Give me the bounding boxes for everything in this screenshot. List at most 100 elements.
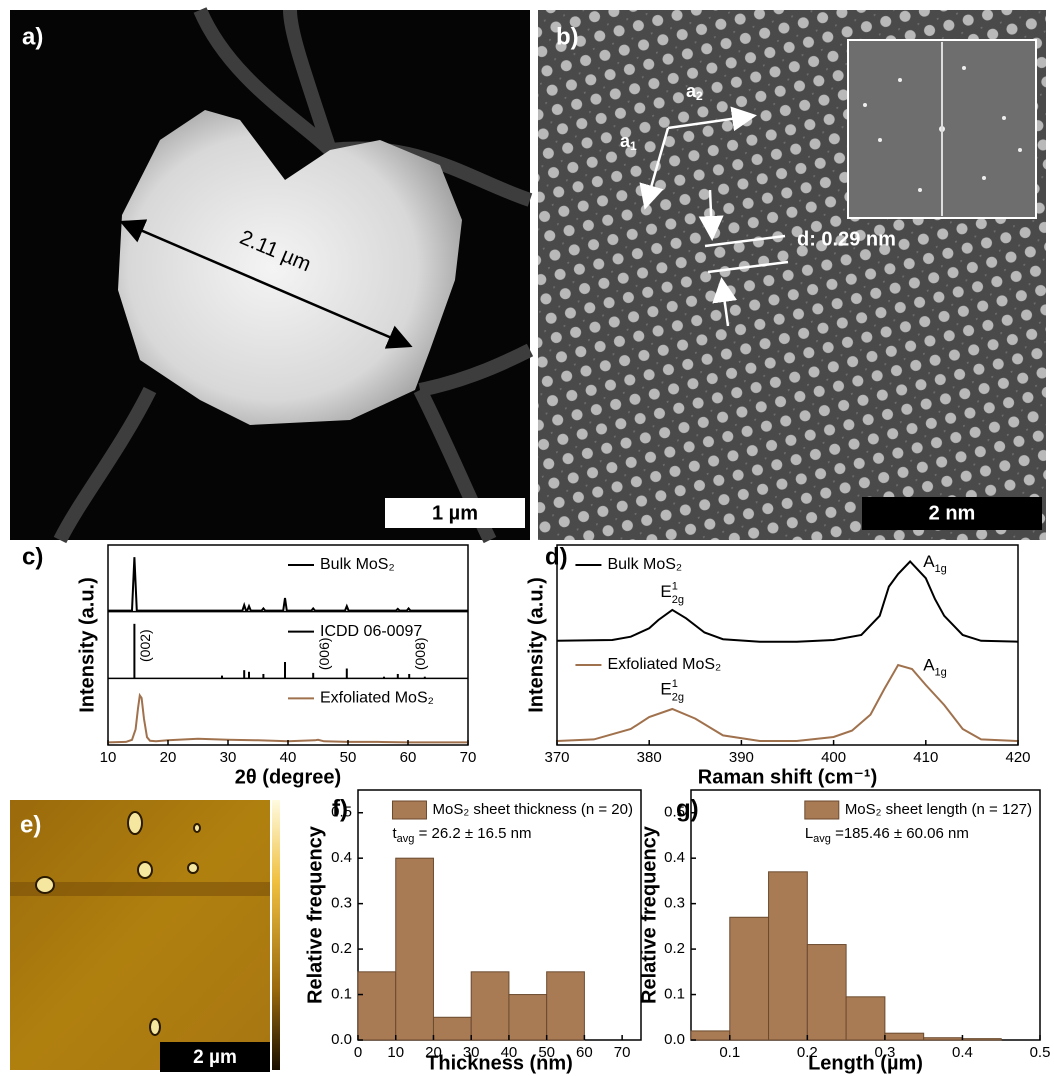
- annotation: A1g: [923, 656, 947, 678]
- x-tick-label: 50: [340, 749, 357, 766]
- annotation-text: A: [923, 656, 935, 675]
- panel-label: a): [22, 23, 43, 50]
- annotation: E1 2g: [660, 580, 684, 606]
- y-tick-label: 0.4: [664, 849, 685, 866]
- legend-label: Bulk MoS₂: [607, 556, 682, 573]
- stat-sub: avg: [813, 833, 831, 845]
- legend-label: ICDD 06-0097: [320, 623, 422, 640]
- legend-swatch: [805, 801, 839, 819]
- y-axis-label: Relative frequency: [304, 825, 326, 1004]
- annotation-sub: 2g: [672, 691, 684, 703]
- stat-sub: avg: [397, 833, 415, 845]
- y-tick-label: 0.2: [331, 940, 352, 957]
- legend-label: MoS₂ sheet thickness (n = 20): [432, 801, 633, 818]
- annotation-sub: 1g: [935, 563, 947, 575]
- x-axis-label: Thickness (nm): [426, 1052, 573, 1074]
- stat-text: = 26.2 ± 16.5 nm: [414, 825, 531, 842]
- stat-text: =185.46 ± 60.06 nm: [831, 825, 969, 842]
- y-tick-label: 0.3: [331, 895, 352, 912]
- histogram-bar: [471, 972, 509, 1040]
- x-tick-label: 420: [1005, 749, 1030, 766]
- x-tick-label: 20: [160, 749, 177, 766]
- chart-title: g): [676, 795, 699, 822]
- plot-frame: [557, 545, 1018, 745]
- peak-label: (006): [316, 637, 332, 670]
- histogram-bar: [730, 917, 769, 1040]
- stat-label: tavg = 26.2 ± 16.5 nm: [392, 825, 531, 845]
- x-tick-label: 0: [354, 1044, 362, 1061]
- y-tick-label: 0.1: [331, 986, 352, 1003]
- x-tick-label: 0.1: [719, 1044, 740, 1061]
- y-tick-label: 0.0: [664, 1031, 685, 1048]
- annotation-text: A: [923, 553, 935, 572]
- histogram-bar: [396, 858, 434, 1040]
- x-tick-label: 40: [280, 749, 297, 766]
- figure: 2.11 µm 1 µm a) a1 a2 d: 0.29 nm 2 nm b): [0, 0, 1054, 1076]
- panel-e: 2 µm e): [10, 800, 280, 1072]
- x-tick-label: 10: [100, 749, 117, 766]
- histogram-bar: [846, 997, 885, 1040]
- stat-symbol: L: [805, 825, 813, 842]
- panel-a: 2.11 µm 1 µm a): [10, 10, 530, 540]
- x-tick-label: 70: [614, 1044, 631, 1061]
- color-bar: [272, 800, 280, 1070]
- annotation-sup: 1: [672, 580, 678, 592]
- peak-label: (008): [412, 637, 428, 670]
- histogram-bar: [885, 1033, 924, 1040]
- annotation-sub: 2g: [672, 594, 684, 606]
- peak-label: (002): [137, 629, 153, 662]
- afm-image: [10, 800, 270, 1070]
- histogram-bar: [509, 995, 547, 1040]
- histogram-bar: [547, 972, 585, 1040]
- histogram-bar: [433, 1017, 471, 1040]
- x-axis-label: Raman shift (cm⁻¹): [698, 766, 877, 788]
- legend-label: Exfoliated MoS₂: [607, 656, 721, 673]
- x-tick-label: 370: [544, 749, 569, 766]
- x-tick-label: 400: [821, 749, 846, 766]
- histogram-bar: [358, 972, 396, 1040]
- chart-title: d): [545, 543, 568, 570]
- legend-label: Bulk MoS₂: [320, 556, 395, 573]
- x-tick-label: 380: [637, 749, 662, 766]
- legend-swatch: [392, 801, 426, 819]
- panel-label: b): [556, 23, 579, 50]
- x-tick-label: 60: [576, 1044, 593, 1061]
- x-axis-label: Length (µm): [808, 1052, 923, 1074]
- annotation-sub: 1g: [935, 666, 947, 678]
- x-tick-label: 390: [729, 749, 754, 766]
- y-tick-label: 0.0: [331, 1031, 352, 1048]
- y-axis-label: Intensity (a.u.): [76, 577, 98, 713]
- x-tick-label: 10: [387, 1044, 404, 1061]
- x-tick-label: 70: [460, 749, 477, 766]
- annotation-sup: 1: [672, 678, 678, 690]
- series-line: [557, 562, 1018, 642]
- series-line: [557, 665, 1018, 741]
- panel-label: e): [20, 811, 41, 838]
- histogram-bar: [691, 1031, 730, 1040]
- panel-b: a1 a2 d: 0.29 nm 2 nm b): [538, 10, 1046, 540]
- y-axis-label: Relative frequency: [638, 825, 660, 1004]
- histogram-bar: [924, 1038, 963, 1040]
- annotation: A1g: [923, 553, 947, 575]
- x-tick-label: 60: [400, 749, 417, 766]
- y-axis-label: Intensity (a.u.): [525, 577, 547, 713]
- y-tick-label: 0.3: [664, 895, 685, 912]
- stat-label: Lavg =185.46 ± 60.06 nm: [805, 825, 969, 845]
- annotation-text: E: [660, 680, 671, 699]
- scale-bar-label: 2 µm: [193, 1047, 237, 1068]
- chart-title: c): [22, 543, 43, 570]
- legend-label: MoS₂ sheet length (n = 127): [845, 801, 1032, 818]
- spacing-label: d: 0.29 nm: [797, 228, 896, 250]
- histogram-bar: [807, 945, 846, 1040]
- y-tick-label: 0.4: [331, 849, 352, 866]
- histogram-bar: [769, 872, 808, 1040]
- y-tick-label: 0.2: [664, 940, 685, 957]
- x-tick-label: 0.4: [952, 1044, 973, 1061]
- x-tick-label: 410: [913, 749, 938, 766]
- legend-label: Exfoliated MoS₂: [320, 690, 434, 707]
- x-tick-label: 30: [220, 749, 237, 766]
- annotation-text: E: [660, 583, 671, 602]
- scale-bar-label: 1 µm: [432, 502, 478, 524]
- x-tick-label: 0.5: [1030, 1044, 1051, 1061]
